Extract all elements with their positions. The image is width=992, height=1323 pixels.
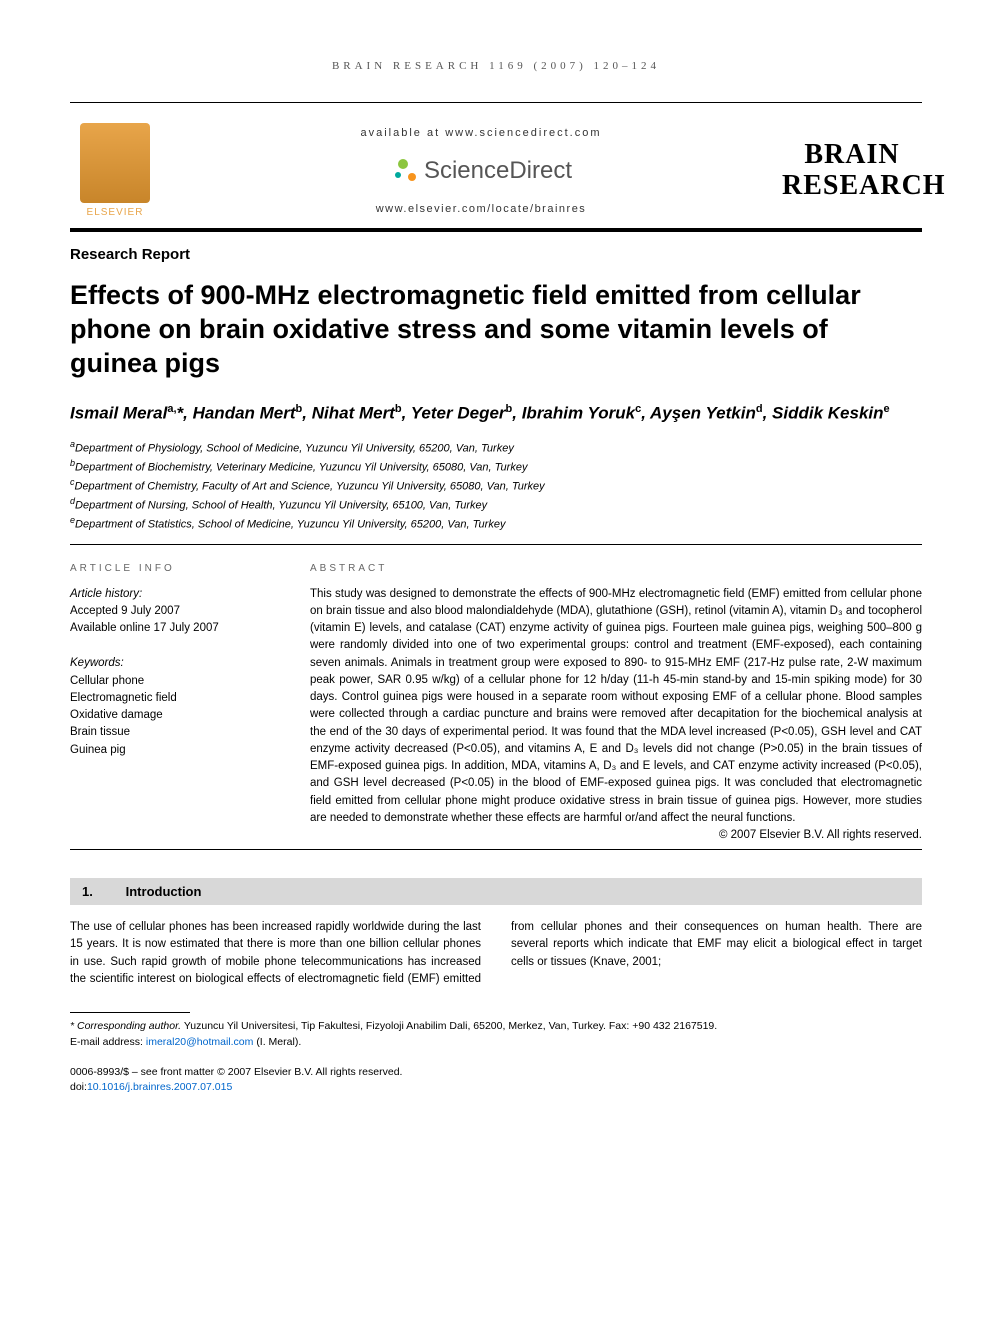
corresponding-text: Yuzuncu Yil Universitesi, Tip Fakultesi,… [184, 1020, 717, 1032]
header-center: available at www.sciencedirect.com Scien… [180, 127, 782, 215]
journal-url[interactable]: www.elsevier.com/locate/brainres [200, 203, 762, 215]
abstract-label: ABSTRACT [310, 563, 922, 574]
affiliations: aDepartment of Physiology, School of Med… [70, 438, 922, 534]
availability-text: available at www.sciencedirect.com [200, 127, 762, 139]
affiliation: eDepartment of Statistics, School of Med… [70, 514, 922, 533]
doi-link[interactable]: 10.1016/j.brainres.2007.07.015 [87, 1081, 232, 1093]
divider [70, 849, 922, 850]
keyword: Oxidative damage [70, 707, 270, 724]
keywords-block: Keywords: Cellular phoneElectromagnetic … [70, 655, 270, 759]
footnote-rule [70, 1012, 190, 1013]
email-link[interactable]: imeral20@hotmail.com [146, 1036, 254, 1048]
article-info-label: ARTICLE INFO [70, 563, 270, 574]
history-head: Article history: [70, 586, 270, 603]
section-number: 1. [82, 884, 122, 899]
abstract-column: ABSTRACT This study was designed to demo… [310, 563, 922, 842]
keyword: Brain tissue [70, 724, 270, 741]
keyword: Guinea pig [70, 742, 270, 759]
doi-label: doi: [70, 1081, 87, 1093]
sciencedirect-text: ScienceDirect [424, 157, 572, 185]
footer: 0006-8993/$ – see front matter © 2007 El… [70, 1065, 922, 1097]
online-date: Available online 17 July 2007 [70, 620, 270, 637]
corresponding-author-footnote: * Corresponding author. Yuzuncu Yil Univ… [70, 1019, 922, 1051]
accepted-date: Accepted 9 July 2007 [70, 603, 270, 620]
divider [70, 544, 922, 545]
sciencedirect-icon [390, 157, 418, 185]
abstract-copyright: © 2007 Elsevier B.V. All rights reserved… [310, 829, 922, 841]
elsevier-tree-icon [80, 123, 150, 203]
affiliation: dDepartment of Nursing, School of Health… [70, 495, 922, 514]
section-title: Introduction [126, 884, 202, 899]
introduction-section: 1. Introduction The use of cellular phon… [70, 878, 922, 988]
abstract-text: This study was designed to demonstrate t… [310, 586, 922, 828]
journal-logo-line1: BRAIN [782, 140, 922, 171]
meta-row: ARTICLE INFO Article history: Accepted 9… [70, 563, 922, 842]
keyword: Electromagnetic field [70, 690, 270, 707]
article-type: Research Report [70, 246, 922, 263]
journal-logo-line2: RESEARCH [782, 171, 922, 202]
keyword: Cellular phone [70, 673, 270, 690]
journal-header: ELSEVIER available at www.sciencedirect.… [70, 102, 922, 232]
article-title: Effects of 900-MHz electromagnetic field… [70, 279, 922, 380]
section-heading: 1. Introduction [70, 878, 922, 905]
body-text: The use of cellular phones has been incr… [70, 919, 922, 988]
email-after: (I. Meral). [256, 1036, 301, 1048]
article-history: Article history: Accepted 9 July 2007 Av… [70, 586, 270, 638]
journal-title-logo: BRAIN RESEARCH [782, 140, 922, 202]
elsevier-logo: ELSEVIER [70, 116, 160, 226]
sciencedirect-logo: ScienceDirect [390, 157, 572, 185]
front-matter-line: 0006-8993/$ – see front matter © 2007 El… [70, 1065, 922, 1081]
email-label: E-mail address: [70, 1036, 146, 1048]
affiliation: aDepartment of Physiology, School of Med… [70, 438, 922, 457]
affiliation: cDepartment of Chemistry, Faculty of Art… [70, 476, 922, 495]
running-head: BRAIN RESEARCH 1169 (2007) 120–124 [70, 60, 922, 72]
elsevier-label: ELSEVIER [87, 207, 144, 218]
keywords-head: Keywords: [70, 655, 270, 672]
article-info-column: ARTICLE INFO Article history: Accepted 9… [70, 563, 270, 842]
author-list: Ismail Merala,*, Handan Mertb, Nihat Mer… [70, 402, 922, 426]
corresponding-label: * Corresponding author. [70, 1020, 181, 1032]
affiliation: bDepartment of Biochemistry, Veterinary … [70, 457, 922, 476]
